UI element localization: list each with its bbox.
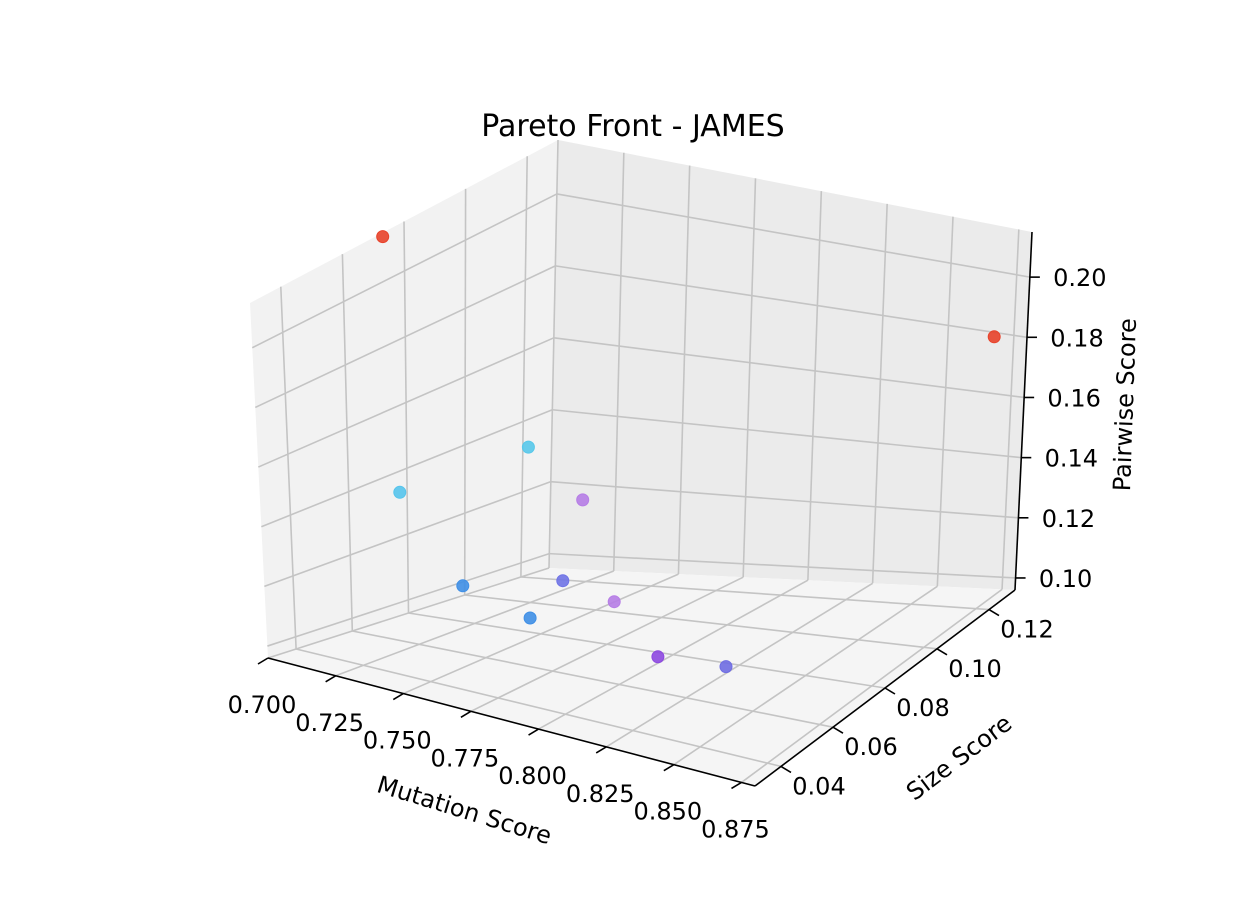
y-floor-gridline — [408, 612, 886, 689]
x-wall-gridline — [548, 139, 559, 569]
scatter-point — [576, 493, 590, 507]
x-tick-mark — [325, 675, 337, 683]
y-axis-label: Size Score — [901, 709, 1017, 806]
x-tick-mark — [663, 763, 675, 772]
scatter-point — [456, 579, 470, 593]
x-tick-mark — [731, 781, 742, 790]
grid-lines — [251, 139, 1030, 784]
x-tick-mark — [595, 746, 607, 754]
scatter-point — [607, 595, 621, 609]
scatter-point — [376, 230, 390, 244]
scatter-point — [523, 611, 537, 625]
chart-title: Pareto Front - JAMES — [481, 109, 784, 144]
z-back-gridline — [552, 408, 1022, 459]
y-tick-label: 0.04 — [792, 772, 845, 800]
z-axis-label: Pairwise Score — [1108, 318, 1142, 492]
scatter-point — [987, 330, 1001, 344]
y-floor-gridline — [464, 594, 938, 650]
x-tick-label: 0.775 — [431, 744, 500, 772]
x-tick-label: 0.700 — [228, 691, 297, 719]
y-wall-gridline — [280, 286, 297, 650]
x-tick-mark — [257, 657, 269, 665]
y-tick-label: 0.12 — [1000, 616, 1053, 644]
x-tick-mark — [528, 728, 539, 736]
x-wall-gridline — [677, 165, 691, 575]
y-tick-mark — [884, 687, 896, 695]
x-wall-gridline — [936, 216, 954, 587]
scatter-points — [376, 230, 1001, 674]
x-wall-gridline — [1001, 229, 1020, 590]
scatter-point — [393, 485, 407, 499]
scatter-point — [719, 660, 733, 674]
y-tick-mark — [832, 726, 844, 734]
y-tick-mark — [780, 765, 792, 774]
z-back-gridline — [555, 265, 1028, 339]
x-wall-gridline — [871, 203, 888, 584]
x-tick-label: 0.725 — [295, 709, 364, 737]
y-floor-gridline — [352, 630, 834, 728]
z-back-gridline — [553, 337, 1025, 399]
scatter-point — [521, 440, 535, 454]
x-tick-label: 0.800 — [498, 762, 567, 790]
y-tick-label: 0.08 — [896, 694, 949, 722]
y-tick-mark — [988, 608, 1000, 617]
y-wall-gridline — [463, 188, 467, 596]
y-wall-gridline — [403, 221, 410, 614]
y-tick-label: 0.06 — [844, 733, 897, 761]
y-wall-gridline — [341, 254, 354, 632]
left-pane — [250, 140, 558, 658]
z-left-gridline — [257, 337, 555, 468]
x-tick-label: 0.875 — [701, 815, 770, 843]
z-left-gridline — [267, 552, 550, 647]
z-left-gridline — [251, 193, 558, 349]
floor-pane — [268, 568, 1015, 786]
x-tick-mark — [392, 692, 404, 701]
tick-marks — [257, 276, 1040, 790]
z-left-gridline — [261, 409, 553, 528]
y-tick-mark — [936, 648, 948, 656]
x-wall-gridline — [807, 191, 823, 581]
z-tick-label: 0.10 — [1039, 565, 1092, 593]
z-tick-label: 0.12 — [1042, 505, 1095, 533]
z-left-gridline — [254, 265, 556, 409]
z-tick-label: 0.18 — [1050, 324, 1103, 352]
z-tick-label: 0.20 — [1053, 264, 1106, 292]
x-tick-label: 0.825 — [566, 780, 635, 808]
back-pane — [549, 140, 1032, 590]
x-tick-label: 0.750 — [363, 727, 432, 755]
x-tick-mark — [460, 710, 472, 719]
x-wall-gridline — [612, 152, 625, 572]
x-wall-gridline — [742, 178, 757, 578]
z-back-gridline — [550, 480, 1019, 519]
x-tick-label: 0.850 — [633, 798, 702, 826]
y-tick-label: 0.10 — [948, 655, 1001, 683]
z-axis-line — [1014, 231, 1033, 591]
z-tick-label: 0.14 — [1045, 445, 1098, 473]
y-wall-gridline — [520, 156, 528, 578]
y-floor-gridline — [295, 648, 782, 768]
z-back-gridline — [556, 193, 1030, 278]
z-tick-label: 0.16 — [1047, 384, 1100, 412]
scatter-point — [556, 574, 570, 588]
y-floor-gridline — [520, 576, 990, 611]
z-back-gridline — [549, 552, 1016, 579]
scatter-point — [651, 650, 665, 664]
z-left-gridline — [264, 480, 552, 588]
